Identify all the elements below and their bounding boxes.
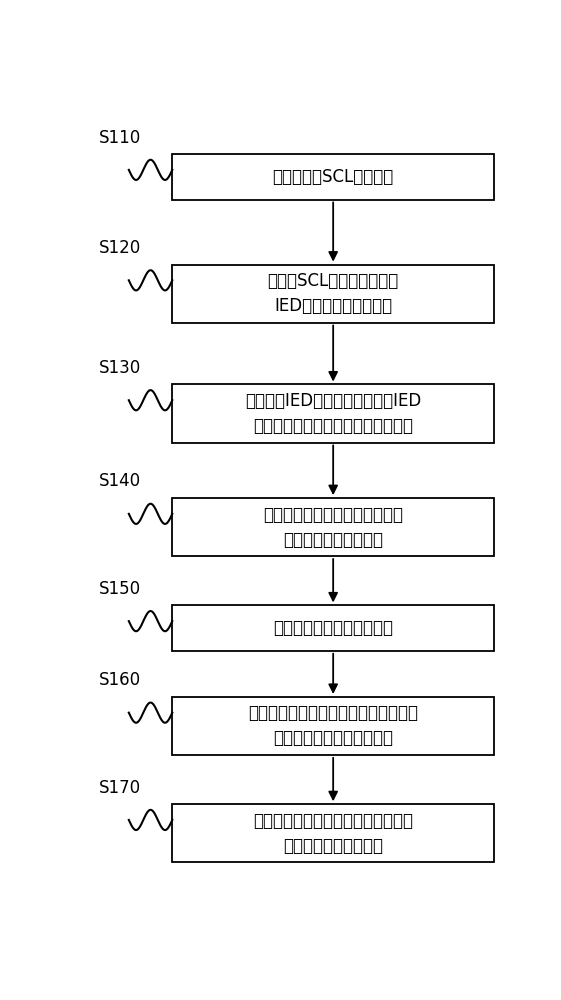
Text: S130: S130 [98,359,141,377]
Text: 为所述逻辑节点分配数据区: 为所述逻辑节点分配数据区 [273,619,393,637]
Text: 从所述SCL模型文件中提取
IED信息及数据模板信息: 从所述SCL模型文件中提取 IED信息及数据模板信息 [268,272,399,315]
Text: 根据所述数据模板信息，为所述
逻辑节点创建对象信息: 根据所述数据模板信息，为所述 逻辑节点创建对象信息 [263,506,403,549]
Text: 根据模型实例化内容，为所述逻辑节
点创建数据集及控制块: 根据模型实例化内容，为所述逻辑节 点创建数据集及控制块 [253,812,413,855]
Text: 读取并解析SCL模型文件: 读取并解析SCL模型文件 [273,168,394,186]
FancyBboxPatch shape [172,498,494,556]
FancyBboxPatch shape [172,154,494,200]
Text: S140: S140 [98,472,140,490]
Text: S110: S110 [98,129,141,147]
Text: S170: S170 [98,779,140,797]
FancyBboxPatch shape [172,804,494,862]
Text: S120: S120 [98,239,141,257]
FancyBboxPatch shape [172,605,494,651]
Text: 将模型实例化信息的设置数据初值及描
述信息部署到所述数据区内: 将模型实例化信息的设置数据初值及描 述信息部署到所述数据区内 [248,704,418,747]
Text: S150: S150 [98,580,140,598]
Text: S160: S160 [98,671,140,689]
FancyBboxPatch shape [172,384,494,443]
FancyBboxPatch shape [172,697,494,755]
FancyBboxPatch shape [172,265,494,323]
Text: 根据所述IED信息，按层次创建IED
信息的访问点、逻辑设备及逻辑节点: 根据所述IED信息，按层次创建IED 信息的访问点、逻辑设备及逻辑节点 [245,392,421,435]
